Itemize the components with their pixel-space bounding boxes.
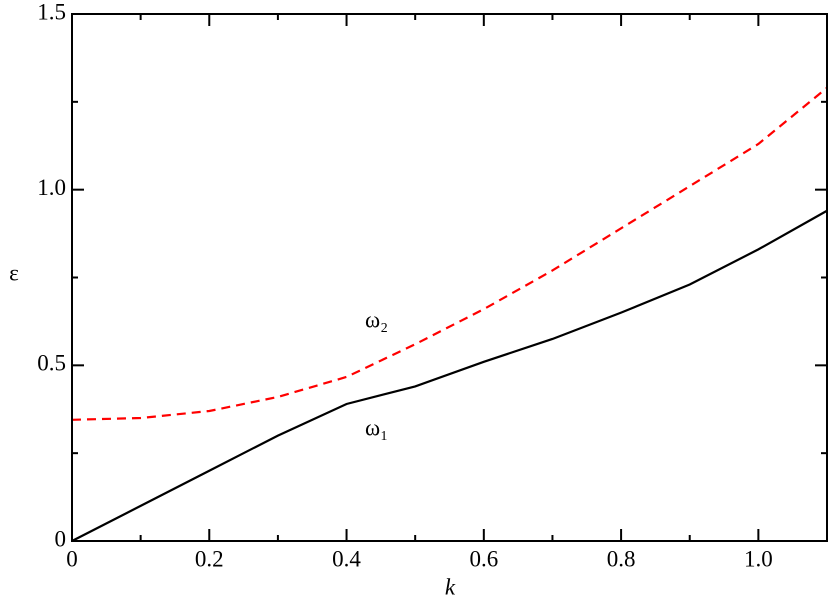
y-tick-label: 0 <box>55 526 67 551</box>
series-line <box>71 209 828 542</box>
plot-frame <box>71 13 828 542</box>
x-tick-label: 0.4 <box>332 546 361 571</box>
y-tick-label: 1.5 <box>37 0 66 24</box>
x-tick-label: 0 <box>66 546 78 571</box>
x-tick-label: 0.8 <box>607 546 636 571</box>
x-axis-label: k <box>445 574 456 599</box>
x-tick-label: 1.0 <box>744 546 773 571</box>
series-label: ω₁ <box>365 415 388 440</box>
series-line <box>71 86 828 421</box>
y-tick-label: 0.5 <box>37 351 66 376</box>
y-axis-label: ε <box>9 260 19 285</box>
series-label: ω₂ <box>365 307 388 332</box>
x-tick-label: 0.6 <box>469 546 498 571</box>
y-tick-label: 1.0 <box>37 175 66 200</box>
x-tick-label: 0.2 <box>195 546 224 571</box>
